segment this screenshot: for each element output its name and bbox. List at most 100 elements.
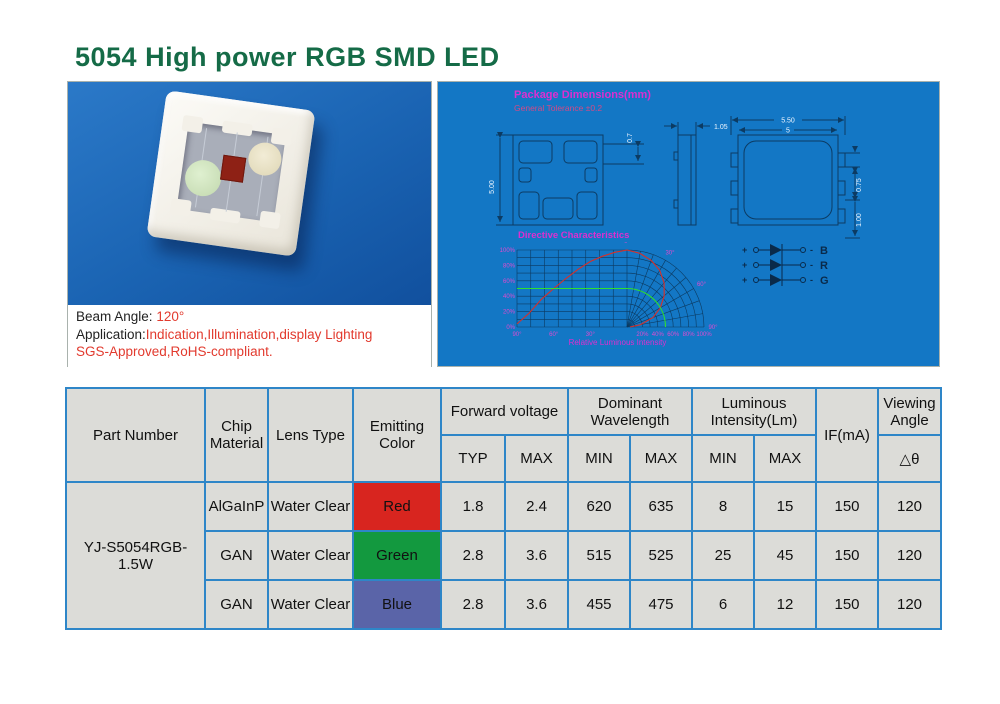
vf-typ-cell: 2.8: [440, 530, 506, 581]
wl-max-cell: 525: [629, 530, 693, 581]
beam-angle-line: Beam Angle: 120°: [76, 308, 423, 326]
header-part-number: Part Number: [65, 387, 206, 483]
plus-sign: +: [742, 260, 747, 270]
header-vf-typ: TYP: [440, 434, 506, 483]
header-viewing-symbol: △θ: [877, 434, 942, 483]
diagram-title: Package Dimensions(mm): [514, 89, 651, 101]
dim-pad-pitch: [845, 196, 860, 239]
wl-max-cell: 635: [629, 481, 693, 532]
part-number-cell: YJ-S5054RGB-1.5W: [65, 481, 206, 630]
cavity-notch: [181, 114, 204, 134]
dim-label-body-height: 5.00: [489, 180, 496, 194]
dim-thickness: [664, 122, 710, 135]
lens-type-cell: Water Clear: [267, 481, 354, 532]
chart-x-label: Relative Luminous Intensity: [568, 338, 667, 347]
diode-symbol-row: + - B: [742, 244, 828, 257]
dim-body-height: [496, 132, 513, 226]
minus-sign: -: [810, 260, 813, 270]
product-photo-panel: Beam Angle: 120° Application:Indication,…: [67, 81, 432, 368]
viewing-angle-cell: 120: [877, 481, 942, 532]
svg-text:40%: 40%: [652, 332, 665, 338]
header-wl-max: MAX: [629, 434, 693, 483]
cavity-notch: [169, 198, 192, 217]
header-lm-max: MAX: [753, 434, 817, 483]
product-photo: [68, 82, 431, 305]
svg-text:60°: 60°: [697, 282, 707, 288]
viewing-angle-cell: 120: [877, 530, 942, 581]
front-view-drawing: [730, 134, 846, 226]
header-if: IF(mA): [815, 387, 879, 483]
chip-material-cell: GAN: [204, 530, 269, 581]
led-package-graphic: [146, 90, 316, 257]
plus-sign: +: [742, 275, 747, 285]
application-line: Application:Indication,Illumination,disp…: [76, 326, 423, 344]
emitting-color-cell: Green: [352, 530, 442, 581]
emitting-color-cell: Blue: [352, 579, 442, 630]
svg-text:30°: 30°: [586, 332, 596, 338]
beam-angle-value: 120°: [156, 309, 185, 324]
svg-text:30°: 30°: [665, 251, 675, 257]
vf-typ-cell: 1.8: [440, 481, 506, 532]
red-die: [220, 154, 247, 183]
lm-max-cell: 15: [753, 481, 817, 532]
spec-row-green: GAN Water Clear Green 2.8 3.6 515 525 25 45 150 12…: [66, 530, 942, 581]
svg-text:20%: 20%: [503, 310, 516, 316]
chip-material-cell: GAN: [204, 579, 269, 630]
minus-sign: -: [810, 245, 813, 255]
wl-max-cell: 475: [629, 579, 693, 630]
compliance-line: SGS-Approved,RoHS-compliant.: [76, 344, 273, 359]
lm-max-cell: 12: [753, 579, 817, 630]
header-wl-min: MIN: [567, 434, 631, 483]
dim-pad-offset: [603, 141, 644, 165]
dim-label-pad-offset: 0.7: [627, 133, 634, 143]
cavity-notch: [270, 127, 293, 146]
green-die: [182, 157, 224, 199]
dim-label-inner-width: 5: [786, 128, 790, 135]
svg-text:60°: 60°: [549, 332, 559, 338]
spec-table-header: Part Number Chip Material Lens Type Emit…: [65, 387, 942, 483]
svg-text:40%: 40%: [503, 294, 516, 300]
svg-text:20%: 20%: [636, 332, 649, 338]
svg-text:80%: 80%: [503, 263, 516, 269]
dim-outer-width: [730, 116, 846, 135]
header-chip-material: Chip Material: [204, 387, 269, 483]
channel-label-b: B: [820, 245, 828, 257]
svg-text:60%: 60%: [667, 332, 680, 338]
photo-caption: Beam Angle: 120° Application:Indication,…: [68, 305, 431, 368]
if-cell: 150: [815, 481, 879, 532]
header-viewing-angle: Viewing Angle: [877, 387, 942, 436]
header-luminous-intensity: Luminous Intensity(Lm): [691, 387, 817, 436]
lm-min-cell: 25: [691, 530, 755, 581]
bottom-view-drawing: [512, 134, 604, 226]
svg-text:0°: 0°: [624, 242, 630, 245]
header-emitting-color: Emitting Color: [352, 387, 442, 483]
svg-text:100%: 100%: [500, 248, 516, 254]
minus-sign: -: [810, 275, 813, 285]
wl-min-cell: 455: [567, 579, 631, 630]
beam-angle-label: Beam Angle:: [76, 309, 157, 324]
vf-typ-cell: 2.8: [440, 579, 506, 630]
header-lm-min: MIN: [691, 434, 755, 483]
diagram-subtitle: General Tolerance ±0.2: [514, 103, 603, 113]
diode-symbol-row: + - R: [742, 259, 828, 272]
package-drawings: 5.00 0.7 1.05: [489, 116, 863, 239]
led-cavity-graphic: [169, 114, 293, 230]
chip-material-cell: AlGaInP: [204, 481, 269, 532]
dim-label-outer-width: 5.50: [781, 118, 795, 125]
side-view-drawing: [673, 134, 697, 226]
page-title: 5054 High power RGB SMD LED: [75, 42, 500, 72]
lens-type-cell: Water Clear: [267, 579, 354, 630]
application-label: Application:: [76, 326, 146, 342]
viewing-angle-cell: 120: [877, 579, 942, 630]
vf-max-cell: 3.6: [504, 530, 569, 581]
if-cell: 150: [815, 530, 879, 581]
plus-sign: +: [742, 245, 747, 255]
dim-label-pad-height: 0.75: [856, 178, 863, 192]
svg-text:90°: 90°: [512, 332, 522, 338]
blue-die: [246, 140, 284, 178]
vf-max-cell: 2.4: [504, 481, 569, 532]
lm-min-cell: 8: [691, 481, 755, 532]
spec-row-blue: GAN Water Clear Blue 2.8 3.6 455 475 6 12 150 120: [66, 579, 942, 630]
application-value: Indication,Illumination,display Lighting: [145, 326, 373, 342]
